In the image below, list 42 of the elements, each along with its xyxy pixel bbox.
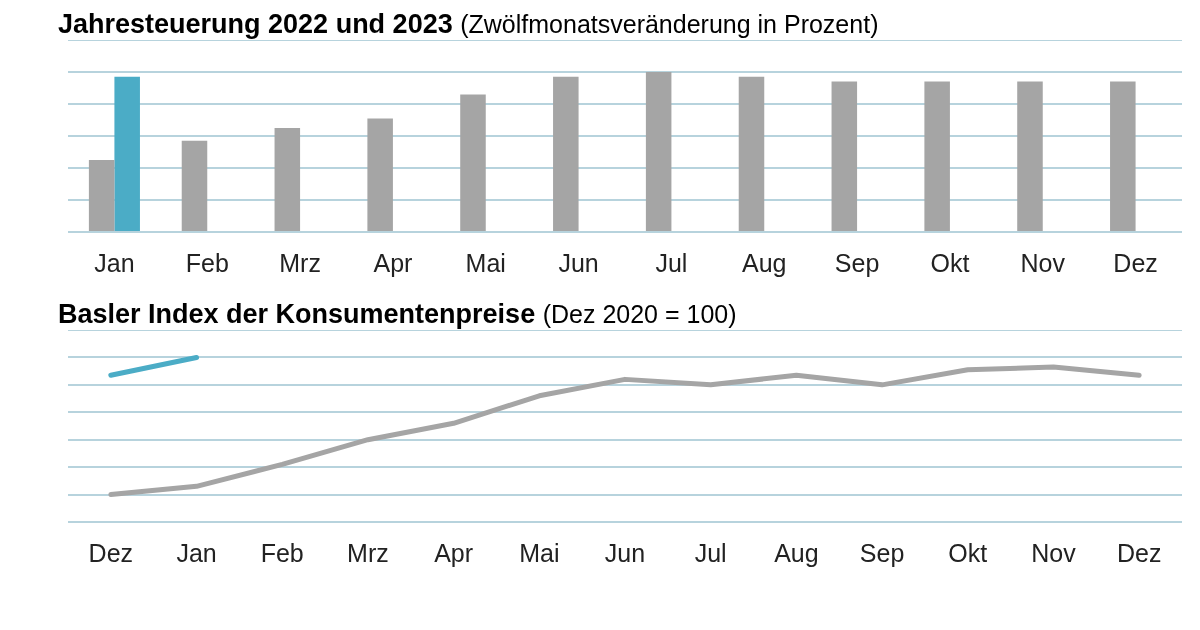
chart-subtitle: (Zwölfmonatsveränderung in Prozent) bbox=[460, 10, 879, 38]
x-tick-label: Feb bbox=[185, 248, 229, 277]
x-tick-label: Aug bbox=[742, 248, 787, 277]
bar bbox=[553, 76, 579, 231]
bar bbox=[460, 94, 486, 231]
x-tick-label: Jan bbox=[176, 538, 217, 567]
bar bbox=[831, 81, 858, 231]
x-tick-label: Feb bbox=[260, 538, 304, 567]
chart-title: Basler Index der Konsumentenpreise bbox=[58, 299, 536, 329]
x-tick-label: Aug bbox=[774, 538, 819, 567]
x-tick-label: Okt bbox=[948, 538, 988, 567]
x-tick-label: Apr bbox=[373, 248, 413, 277]
bar bbox=[924, 81, 950, 231]
bar bbox=[645, 72, 672, 231]
bar bbox=[274, 128, 301, 231]
x-tick-label: Mai bbox=[465, 248, 506, 277]
bar bbox=[181, 140, 208, 231]
bar bbox=[367, 118, 393, 231]
x-tick-label: Jul bbox=[655, 248, 688, 277]
x-tick-label: Jun bbox=[604, 538, 646, 567]
chart-title: Jahresteuerung 2022 und 2023 bbox=[58, 9, 453, 39]
bar bbox=[88, 160, 115, 231]
chart-subtitle: (Dez 2020 = 100) bbox=[542, 300, 737, 328]
x-tick-label: Nov bbox=[1031, 538, 1077, 567]
x-tick-label: Dez bbox=[1113, 248, 1158, 277]
x-tick-label: Jun bbox=[558, 248, 599, 277]
x-tick-label: Dez bbox=[1116, 538, 1162, 567]
x-tick-label: Sep bbox=[834, 248, 880, 277]
bar bbox=[1017, 81, 1043, 231]
x-tick-label: Apr bbox=[434, 538, 474, 567]
bar bbox=[1110, 81, 1136, 231]
bar bbox=[738, 76, 765, 231]
x-tick-label: Dez bbox=[88, 538, 134, 567]
x-tick-label: Jul bbox=[694, 538, 727, 567]
bar bbox=[114, 76, 140, 231]
x-tick-label: Nov bbox=[1020, 248, 1066, 277]
x-tick-label: Sep bbox=[859, 538, 905, 567]
x-tick-label: Mai bbox=[519, 538, 560, 567]
x-tick-label: Jan bbox=[94, 248, 135, 277]
x-tick-label: Mrz bbox=[279, 248, 321, 277]
x-tick-label: Mrz bbox=[347, 538, 389, 567]
x-tick-label: Okt bbox=[930, 248, 970, 277]
